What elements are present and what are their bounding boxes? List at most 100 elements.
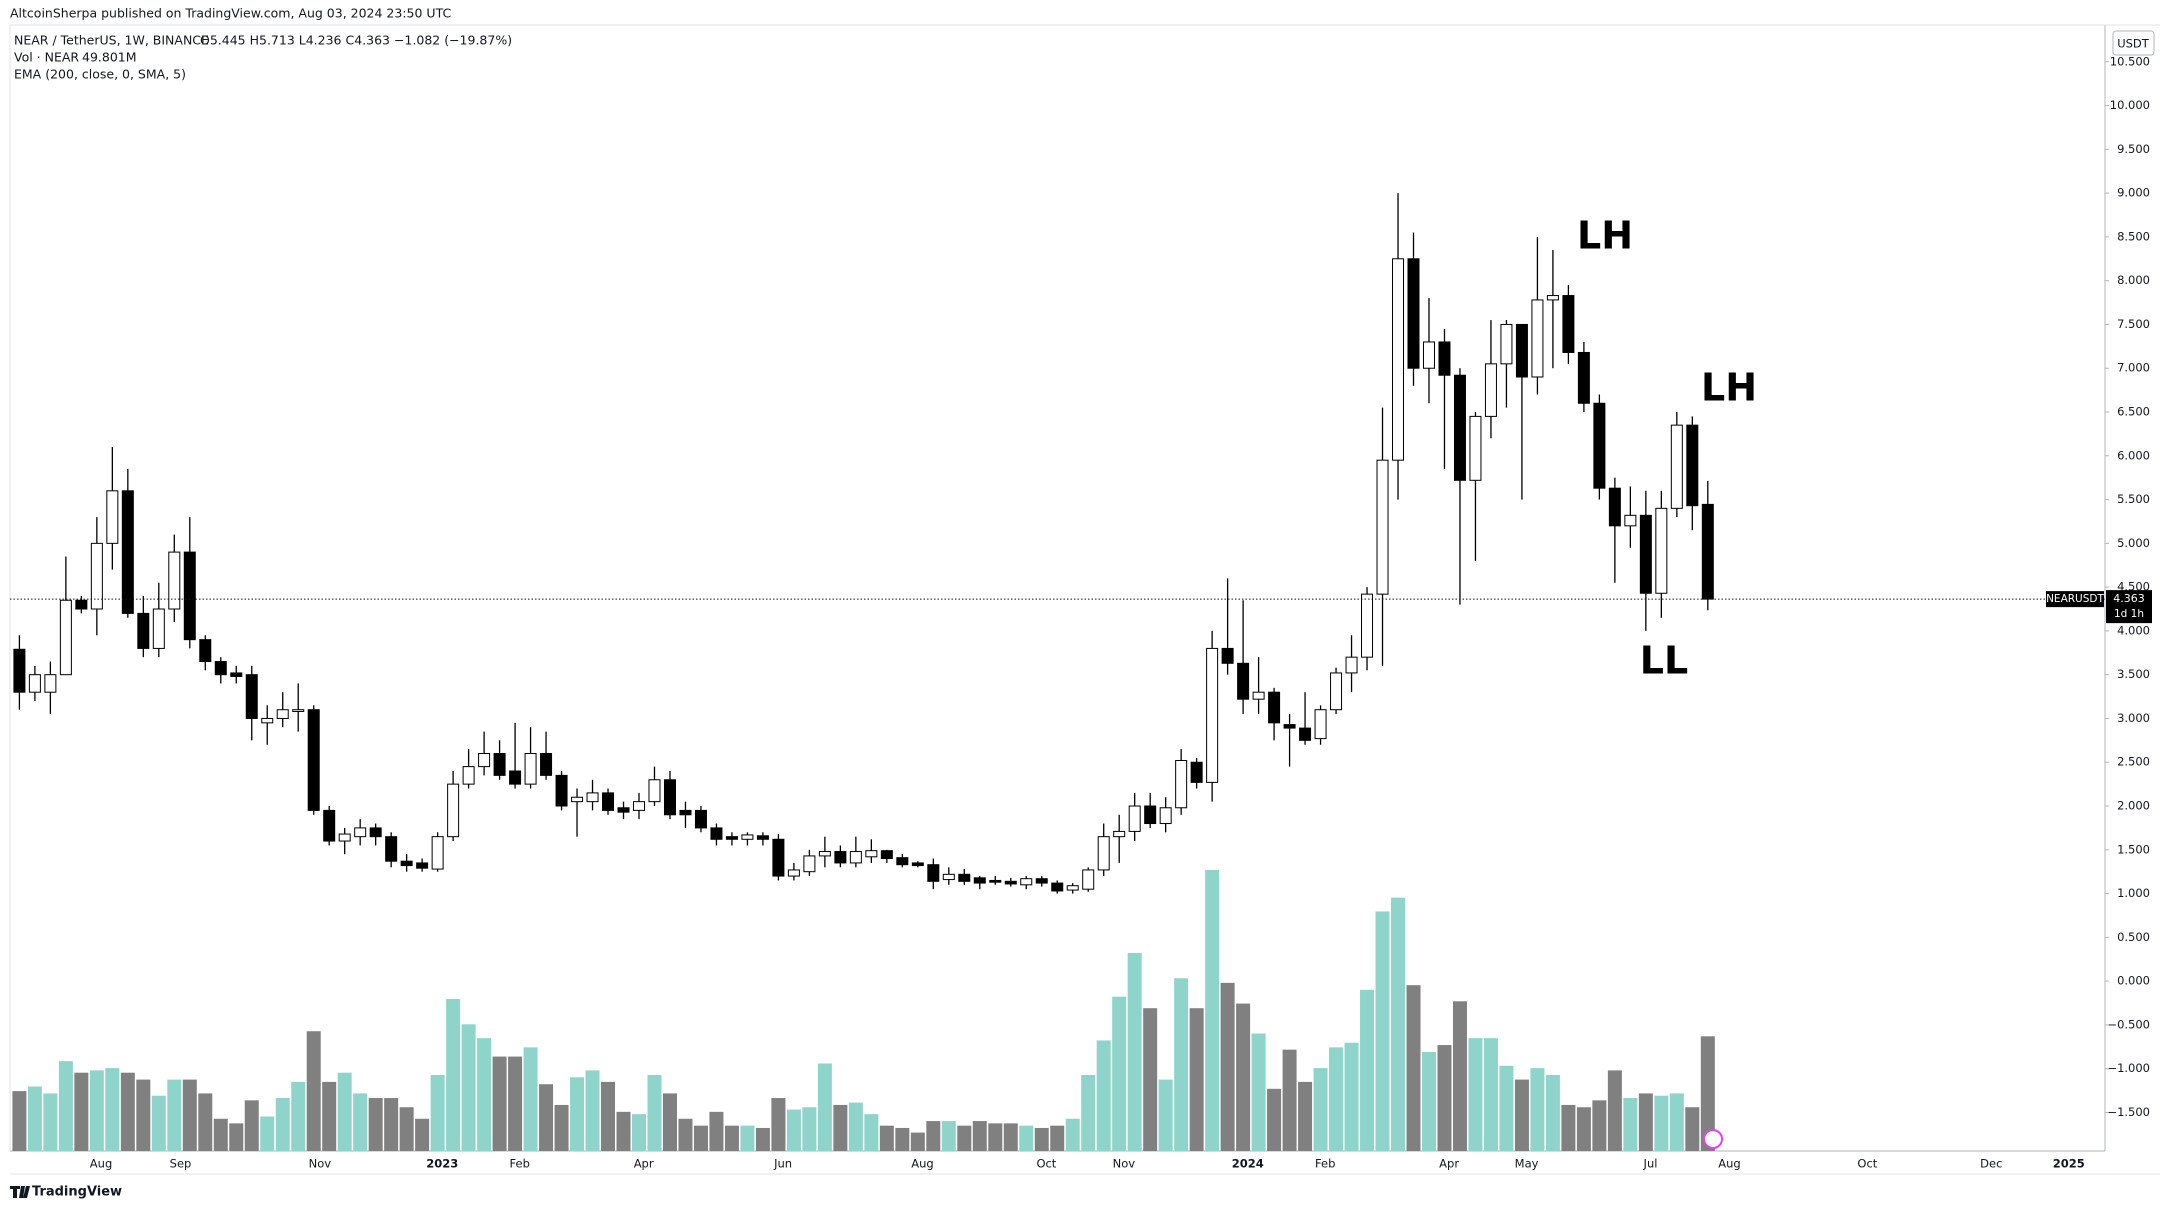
candle-body <box>90 542 103 610</box>
candle-body <box>1206 647 1219 783</box>
candle-body <box>1345 656 1358 674</box>
volume-bar <box>1576 1107 1591 1151</box>
volume-bar <box>306 1031 321 1151</box>
volume-bar <box>632 1114 646 1151</box>
candle-body <box>1624 514 1637 527</box>
volume-bar <box>802 1107 817 1151</box>
y-tick-label: −1.000 <box>2107 1061 2150 1075</box>
candle-body <box>880 850 893 860</box>
x-tick-label: Sep <box>170 1157 192 1171</box>
candle-body <box>447 783 460 838</box>
x-tick-label: 2024 <box>1232 1157 1264 1171</box>
y-tick-label: 10.500 <box>2110 54 2150 68</box>
volume-bar <box>1468 1038 1483 1151</box>
volume-bar <box>1607 1070 1622 1151</box>
volume-bar <box>879 1125 894 1151</box>
candle-body <box>121 490 134 614</box>
candle-body <box>1453 374 1466 481</box>
volume-bar <box>415 1118 430 1151</box>
volume-bar <box>12 1091 27 1151</box>
candle-body <box>911 862 924 867</box>
volume-bar <box>368 1098 383 1151</box>
candle-body <box>540 752 553 776</box>
candle-body <box>385 836 398 862</box>
candle-body <box>741 834 754 840</box>
candle-body <box>245 674 258 719</box>
y-tick-label: 8.500 <box>2117 229 2150 243</box>
candle-body <box>183 551 196 641</box>
volume-bar <box>1143 1008 1158 1151</box>
candle-body <box>292 709 305 712</box>
volume-bar <box>399 1107 414 1151</box>
candle-body <box>307 709 320 811</box>
volume-bar <box>167 1079 182 1151</box>
volume-bar <box>1019 1125 1034 1151</box>
x-tick-label: May <box>1515 1157 1539 1171</box>
x-tick-label: Oct <box>1036 1157 1056 1171</box>
volume-bar <box>1623 1098 1638 1151</box>
candle-body <box>524 752 537 785</box>
candle-body <box>1330 672 1343 711</box>
y-tick-label: 4.000 <box>2117 623 2150 637</box>
volume-bar <box>1406 985 1421 1151</box>
volume-bar <box>1313 1068 1328 1151</box>
alert-icon <box>1703 1129 1723 1149</box>
volume-bar <box>1174 978 1189 1151</box>
candle-body <box>493 752 506 776</box>
y-tick-label: 0.000 <box>2117 974 2150 988</box>
candle-body <box>1701 503 1714 600</box>
volume-bar <box>1421 1051 1436 1151</box>
candle-body <box>1593 402 1606 489</box>
volume-bar <box>988 1123 1003 1151</box>
volume-bar <box>353 1093 368 1151</box>
volume-bar <box>1545 1074 1560 1151</box>
x-tick-label: Oct <box>1857 1157 1877 1171</box>
legend-ohlc: O5.445 H5.713 L4.236 C4.363 −1.082 (−19.… <box>200 33 512 48</box>
x-tick-label: Aug <box>90 1157 112 1171</box>
volume-bar <box>1375 911 1390 1151</box>
volume-bar <box>136 1079 151 1151</box>
y-tick-label: 5.500 <box>2117 492 2150 506</box>
legend-symbol: NEAR / TetherUS, 1W, BINANCE <box>14 33 209 48</box>
x-tick-label: Aug <box>911 1157 933 1171</box>
volume-bar <box>1685 1107 1700 1151</box>
volume-bar <box>275 1098 290 1151</box>
volume-bar <box>585 1070 600 1151</box>
candle-body <box>1299 727 1312 741</box>
candle-body <box>1190 761 1203 783</box>
candle-body <box>137 612 150 649</box>
volume-bar <box>1267 1088 1282 1151</box>
volume-bar <box>384 1098 399 1151</box>
candle-body <box>818 851 831 857</box>
y-tick-label: 7.500 <box>2117 317 2150 331</box>
volume-bar <box>1344 1042 1359 1151</box>
legend-volume: Vol · NEAR <box>14 50 79 65</box>
volume-bar <box>786 1109 801 1151</box>
volume-bar <box>446 998 461 1151</box>
volume-bar <box>523 1047 538 1151</box>
candle-body <box>803 855 816 873</box>
x-tick-label: Aug <box>1718 1157 1740 1171</box>
candle-body <box>586 792 599 803</box>
volume-bar <box>508 1056 523 1151</box>
candle-body <box>1562 295 1575 353</box>
volume-bar <box>1437 1045 1452 1151</box>
candle-body <box>1639 514 1652 594</box>
x-tick-label: 2025 <box>2053 1157 2085 1171</box>
candle-body <box>1051 882 1064 892</box>
x-tick-label: Nov <box>1113 1157 1136 1171</box>
candle-body <box>323 809 336 842</box>
candle-body <box>276 709 289 719</box>
volume-bar <box>1298 1081 1313 1151</box>
volume-bar <box>833 1104 848 1151</box>
candle-body <box>509 770 522 785</box>
candle-body <box>617 807 630 813</box>
volume-bar <box>1081 1074 1096 1151</box>
candle-body <box>1128 805 1141 832</box>
candle-body <box>1221 647 1234 664</box>
x-tick-label: Apr <box>634 1157 654 1171</box>
x-tick-label: Jul <box>1643 1157 1658 1171</box>
volume-bar <box>291 1081 306 1151</box>
candle-body <box>75 599 88 610</box>
volume-bar <box>1592 1100 1607 1151</box>
